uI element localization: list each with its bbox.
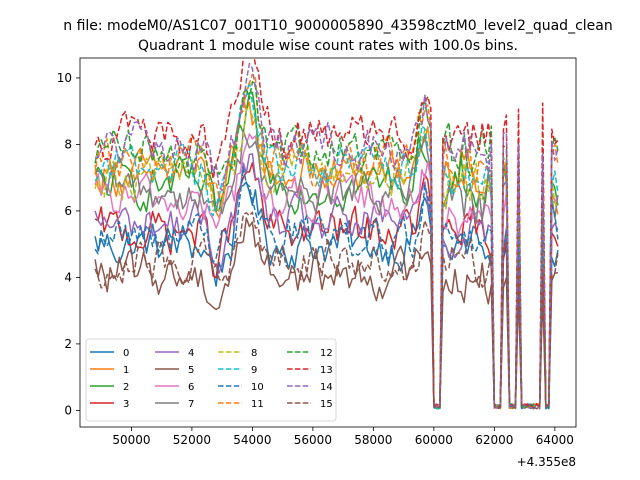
series-line-2 bbox=[94, 91, 559, 410]
legend-label-8: 8 bbox=[251, 348, 257, 359]
series-line-6 bbox=[94, 133, 559, 409]
legend-label-0: 0 bbox=[123, 348, 129, 359]
series-line-4 bbox=[94, 153, 559, 410]
x-tick-label: 58000 bbox=[354, 433, 392, 447]
legend-frame bbox=[85, 338, 337, 422]
series-line-7 bbox=[94, 129, 559, 410]
y-tick-label: 0 bbox=[64, 403, 72, 417]
legend-label-5: 5 bbox=[188, 365, 194, 376]
legend-label-2: 2 bbox=[123, 382, 129, 393]
x-axis: 50000 52000 54000 56000 58000 60000 62000 64000 bbox=[112, 427, 574, 447]
legend-label-15: 15 bbox=[320, 399, 333, 410]
y-tick-label: 4 bbox=[64, 270, 72, 284]
legend-label-1: 1 bbox=[123, 365, 129, 376]
legend-label-6: 6 bbox=[188, 382, 194, 393]
figure-suptitle: n file: modeM0/AS1C07_001T10_9000005890_… bbox=[63, 18, 612, 34]
x-tick-label: 62000 bbox=[475, 433, 513, 447]
legend-label-14: 14 bbox=[320, 382, 333, 393]
x-tick-label: 64000 bbox=[536, 433, 574, 447]
y-tick-label: 2 bbox=[64, 337, 72, 351]
series-layer bbox=[94, 58, 559, 410]
y-tick-label: 10 bbox=[57, 71, 72, 85]
x-tick-label: 60000 bbox=[415, 433, 453, 447]
legend-label-10: 10 bbox=[251, 382, 264, 393]
x-offset-label: +4.355e8 bbox=[517, 455, 576, 469]
legend-label-7: 7 bbox=[188, 399, 194, 410]
plot-frame bbox=[79, 57, 577, 428]
x-tick-label: 54000 bbox=[233, 433, 271, 447]
x-tick-label: 50000 bbox=[112, 433, 150, 447]
y-tick-label: 8 bbox=[64, 137, 72, 151]
series-line-14 bbox=[95, 62, 559, 410]
legend-label-13: 13 bbox=[320, 365, 333, 376]
series-line-5 bbox=[94, 217, 558, 410]
x-tick-label: 52000 bbox=[173, 433, 211, 447]
chart-title: Quadrant 1 module wise count rates with … bbox=[138, 38, 518, 54]
y-tick-label: 6 bbox=[64, 204, 72, 218]
legend-label-4: 4 bbox=[188, 348, 194, 359]
series-line-15 bbox=[94, 211, 559, 410]
y-axis: 0 2 4 6 8 10 bbox=[57, 71, 80, 417]
legend-label-9: 9 bbox=[251, 365, 257, 376]
x-tick-label: 56000 bbox=[294, 433, 332, 447]
legend-label-12: 12 bbox=[320, 348, 333, 359]
legend-label-3: 3 bbox=[123, 399, 129, 410]
series-line-11 bbox=[94, 73, 559, 410]
series-line-10 bbox=[94, 166, 559, 410]
series-line-13 bbox=[94, 58, 559, 410]
legend-label-11: 11 bbox=[251, 399, 264, 410]
